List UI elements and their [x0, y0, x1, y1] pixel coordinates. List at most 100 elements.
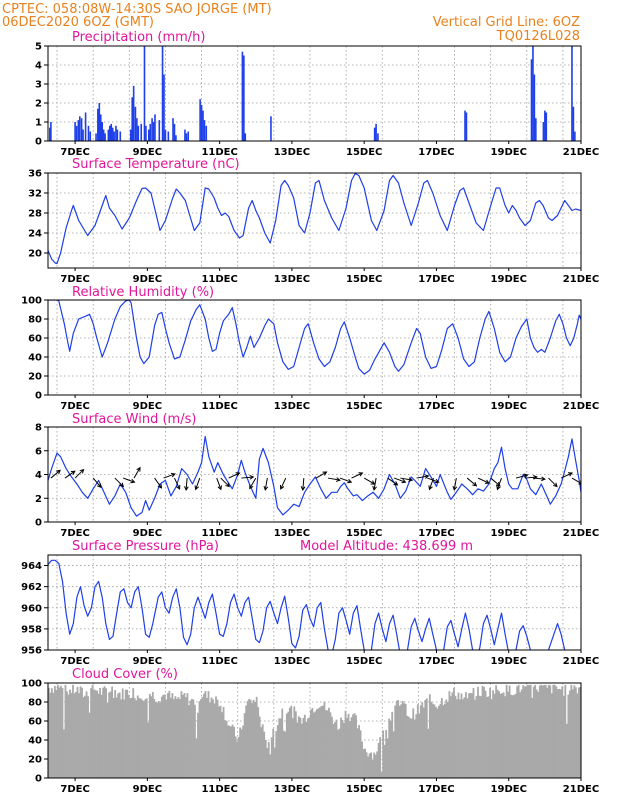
cloud-bar: [525, 686, 528, 778]
panel-1: 20 24 28 32 36 7DEC 9DEC 11DEC 13DEC 15DEC 17DEC 19…: [28, 157, 599, 285]
precip-bar: [140, 123, 143, 141]
cloud-bar: [504, 696, 507, 778]
y-tick-label: 0: [35, 518, 42, 529]
wind-arrow-shaft: [532, 477, 545, 480]
panel-data: [48, 435, 581, 517]
wind-arrow-head: [541, 476, 546, 482]
cloud-bar: [204, 690, 207, 778]
cloud-bar: [252, 699, 255, 778]
precip-bar: [243, 55, 245, 141]
precip-bar: [78, 116, 81, 141]
cloud-bar: [430, 701, 433, 778]
cloud-bar: [496, 689, 499, 778]
cloud-bar: [189, 700, 192, 778]
x-tick-label: 11DEC: [201, 147, 237, 158]
cloud-bar: [401, 700, 404, 778]
cloud-bar: [544, 684, 547, 778]
cloud-bar: [332, 723, 335, 778]
wind-arrow-head: [136, 466, 141, 472]
precip-bar: [98, 103, 101, 141]
precip-bar: [131, 97, 133, 141]
precip-bar: [163, 74, 165, 141]
wind-arrow: [490, 477, 501, 487]
cloud-bar: [168, 690, 171, 778]
precip-bar: [572, 106, 575, 141]
cloud-bar: [194, 704, 196, 778]
panel-3: 0 2 4 6 8 7DEC 9DEC 11DEC 13DEC 15DEC 17DEC 19DEC 21…: [35, 412, 599, 539]
precip-bar: [244, 133, 247, 141]
cloud-bar: [192, 699, 195, 778]
wind-arrow-head: [452, 485, 458, 491]
precip-bar: [84, 112, 87, 141]
x-tick-label: 11DEC: [201, 784, 237, 795]
wind-arrow-shaft: [387, 477, 398, 486]
cloud-bar: [385, 730, 388, 778]
y-tick-label: 80: [28, 698, 42, 709]
precip-bar: [119, 131, 122, 141]
cloud-bar: [157, 700, 160, 778]
cloud-bar: [135, 700, 138, 778]
wind-arrow-head: [279, 484, 285, 490]
cloud-bar: [102, 687, 105, 778]
cloud-bar: [165, 699, 168, 778]
wind-arrow: [387, 477, 399, 486]
cloud-bar: [346, 717, 348, 778]
wind-arrow: [241, 474, 255, 480]
wind-arrow: [496, 477, 502, 491]
panel-0: 0 1 2 3 4 5 7DEC 9DEC 11DEC 13DEC 15DEC 17DEC 19DEC 2…: [35, 30, 599, 158]
cloud-bar: [216, 699, 219, 778]
cloud-bar: [162, 694, 165, 778]
precip-bar: [95, 133, 97, 141]
y-tick-label: 1: [35, 118, 42, 129]
cloud-bar: [263, 731, 266, 778]
cloud-bar: [75, 691, 77, 778]
panel-title: Precipitation (mm/h): [72, 30, 205, 45]
x-tick-label: 13DEC: [274, 147, 310, 158]
wind-arrow-head: [428, 485, 433, 491]
x-tick-label: 19DEC: [491, 147, 527, 158]
precip-bar: [202, 110, 204, 141]
cloud-bar: [422, 707, 425, 778]
cloud-bar: [264, 739, 267, 778]
cloud-bar: [406, 715, 409, 778]
precip-bar: [465, 112, 468, 141]
panel-title: Surface Wind (m/s): [72, 412, 196, 427]
cloud-bar: [175, 698, 178, 778]
cloud-bar: [555, 686, 558, 778]
cloud-bar: [213, 703, 216, 778]
cloud-bar: [568, 690, 571, 778]
cloud-bar: [392, 731, 395, 778]
cloud-bar: [320, 706, 323, 778]
header-station: CPTEC: 058:08W-14:30S SAO JORGE (MT): [2, 2, 272, 17]
cloud-bar: [231, 724, 234, 778]
cloud-bar: [144, 699, 147, 778]
wind-arrow-shaft: [524, 476, 537, 479]
cloud-bar: [222, 706, 225, 778]
precip-bar: [136, 118, 138, 141]
cloud-bar: [272, 728, 275, 778]
x-tick-label: 19DEC: [491, 528, 527, 539]
precip-bar: [101, 122, 104, 141]
cloud-bar: [147, 722, 150, 778]
cloud-bar: [519, 692, 522, 778]
cloud-bar: [380, 771, 383, 778]
cloud-bar: [314, 711, 317, 778]
wind-arrow-shaft: [64, 470, 76, 479]
y-tick-label: 956: [21, 646, 42, 657]
cloud-bar: [543, 684, 546, 778]
cloud-bar: [273, 747, 276, 778]
x-tick-label: 11DEC: [201, 656, 237, 667]
wind-arrow-shaft: [515, 474, 528, 479]
x-tick-label: 11DEC: [201, 528, 237, 539]
cloud-bar: [117, 693, 120, 778]
wind-arrow-shaft: [466, 477, 477, 487]
cloud-bar: [185, 697, 187, 778]
cloud-bar: [514, 693, 517, 778]
cloud-bar: [334, 722, 336, 778]
precip-bar: [145, 125, 147, 141]
cloud-bar: [118, 692, 121, 778]
x-tick-label: 9DEC: [133, 274, 162, 285]
precip-bar: [104, 133, 106, 141]
x-tick-label: 15DEC: [346, 528, 382, 539]
wind-arrow-shaft: [185, 478, 188, 491]
